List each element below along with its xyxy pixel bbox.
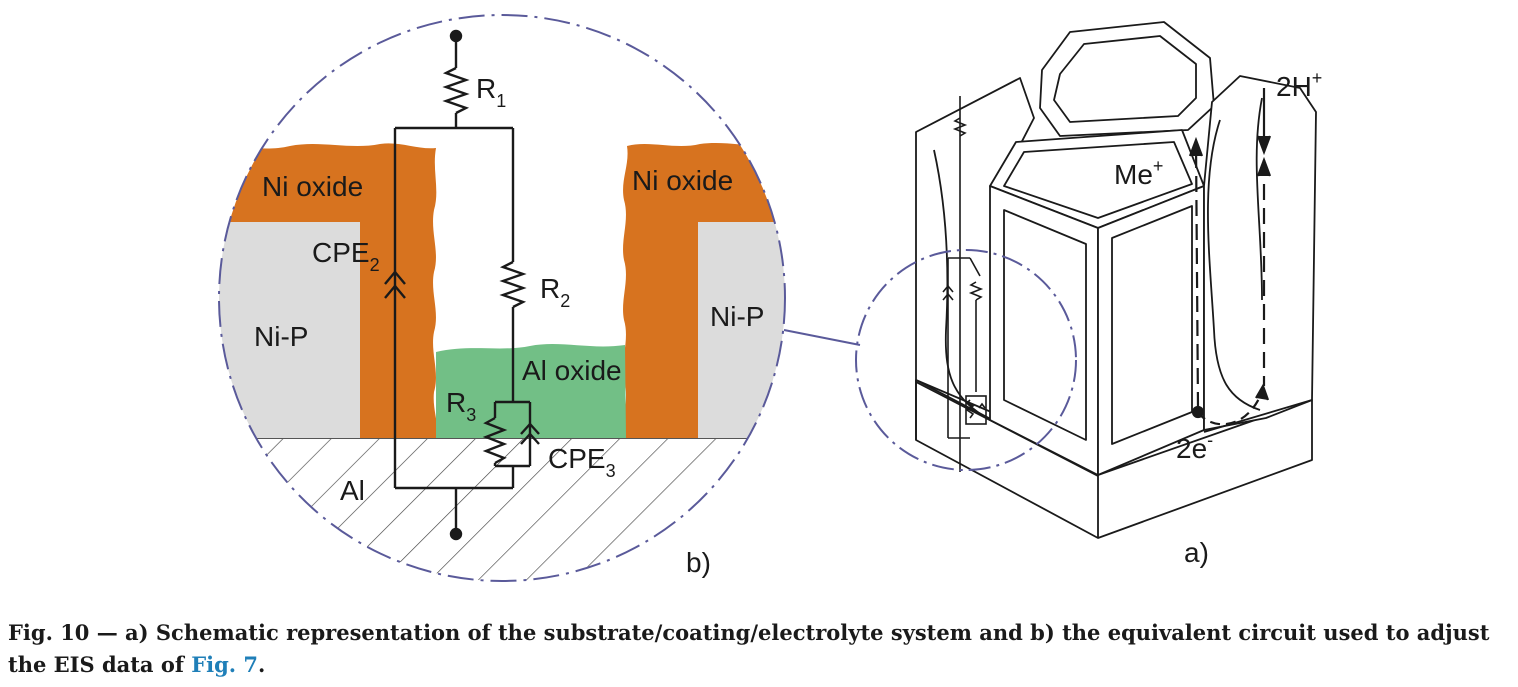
fig7-link[interactable]: Fig. 7 (191, 652, 259, 677)
label-panel-b: b) (686, 547, 711, 578)
nip-left-region (219, 222, 360, 438)
label-nip-left: Ni-P (254, 321, 308, 352)
caption-end: . (258, 652, 266, 677)
zoom-source-circle (855, 249, 1077, 471)
figure-diagram: R1 R2 R3 CPE2 CPE3 Ni oxide Ni oxide Ni-… (218, 14, 1322, 582)
resistor-r3 (482, 416, 508, 465)
label-al: Al (340, 475, 365, 506)
resistor-r1 (442, 66, 470, 115)
resistor-r2 (499, 260, 527, 309)
al-oxide-region (436, 344, 626, 438)
equivalent-circuit (384, 29, 540, 541)
label-2e-minus: 2e- (1176, 430, 1213, 464)
electron-origin-dot (1191, 405, 1205, 419)
electron-path (1197, 391, 1264, 426)
al-substrate (219, 438, 785, 581)
label-me-plus: Me+ (1114, 156, 1163, 190)
figure-caption: Fig. 10 — a) Schematic representation of… (8, 617, 1513, 681)
small-equivalent-circuit (942, 96, 987, 472)
label-nip-right: Ni-P (710, 301, 764, 332)
label-r1: R1 (476, 73, 506, 111)
label-ni-oxide-left: Ni oxide (262, 171, 363, 202)
ni-oxide-left-region (219, 143, 438, 438)
label-r3: R3 (446, 387, 476, 425)
cpe3-element (520, 422, 540, 435)
label-cpe3: CPE3 (548, 443, 616, 481)
zoom-connector-line (783, 329, 861, 346)
column-front-right-face (1097, 185, 1205, 476)
magnifier-circle (218, 14, 786, 582)
magnified-cross-section: R1 R2 R3 CPE2 CPE3 Ni oxide Ni oxide Ni-… (218, 14, 786, 582)
me-arrow (1194, 141, 1200, 409)
ni-oxide-right-region (623, 143, 785, 438)
label-r2: R2 (540, 273, 570, 311)
caption-text: Fig. 10 — a) Schematic representation of… (8, 620, 1490, 677)
label-panel-a: a) (1184, 537, 1209, 568)
label-al-oxide: Al oxide (522, 355, 622, 386)
charge-arrows (1188, 88, 1272, 426)
label-cpe2: CPE2 (312, 237, 380, 275)
coating-3d-block (915, 21, 1317, 539)
label-2h-plus: 2H+ (1276, 68, 1322, 102)
bottom-terminal (449, 527, 463, 541)
cpe2-element (384, 270, 406, 285)
label-ni-oxide-right: Ni oxide (632, 165, 733, 196)
